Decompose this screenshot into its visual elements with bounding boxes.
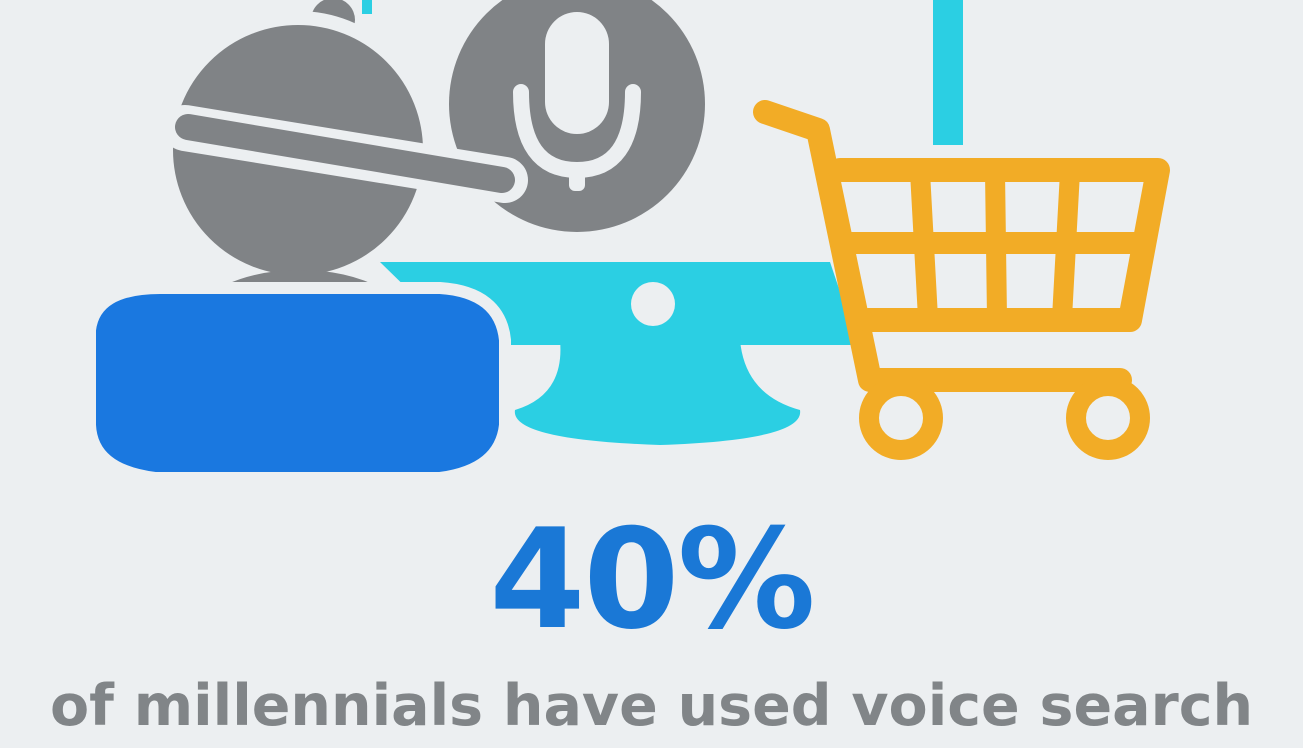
shopping-cart-icon — [753, 100, 1170, 460]
stat-caption: of millennials have used voice search — [49, 673, 1254, 739]
antenna-sliver — [362, 0, 372, 14]
monitor-pole-icon — [933, 0, 963, 145]
voice-search-illustration — [84, 0, 1170, 484]
user-with-headset-icon — [84, 0, 528, 484]
stat-percentage: 40% — [489, 499, 815, 660]
